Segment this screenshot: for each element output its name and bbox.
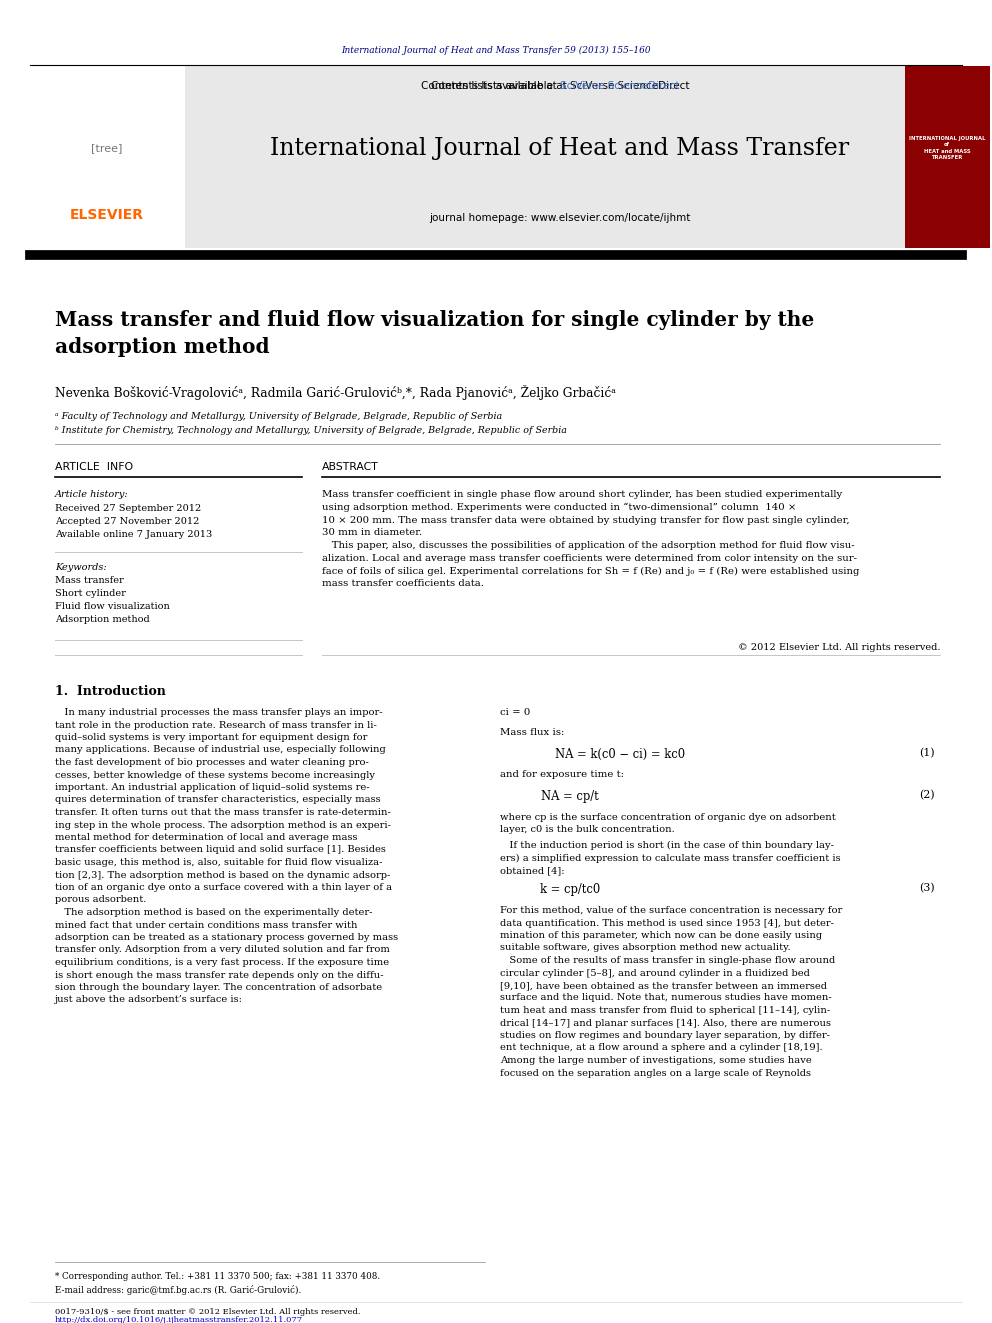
Text: ci = 0: ci = 0	[500, 708, 531, 717]
Text: Mass flux is:: Mass flux is:	[500, 728, 564, 737]
Text: If the induction period is short (in the case of thin boundary lay-
ers) a simpl: If the induction period is short (in the…	[500, 841, 840, 876]
Text: In many industrial processes the mass transfer plays an impor-
tant role in the : In many industrial processes the mass tr…	[55, 708, 398, 1004]
Text: Available online 7 January 2013: Available online 7 January 2013	[55, 531, 212, 538]
Text: Mass transfer and fluid flow visualization for single cylinder by the
adsorption: Mass transfer and fluid flow visualizati…	[55, 310, 814, 357]
Text: where cp is the surface concentration of organic dye on adsorbent
layer, c0 is t: where cp is the surface concentration of…	[500, 814, 835, 835]
Text: NA = cp/t: NA = cp/t	[541, 790, 599, 803]
Text: ABSTRACT: ABSTRACT	[322, 462, 379, 472]
Text: journal homepage: www.elsevier.com/locate/ijhmt: journal homepage: www.elsevier.com/locat…	[430, 213, 690, 224]
Text: Contents lists available at: Contents lists available at	[421, 81, 560, 91]
Text: * Corresponding author. Tel.: +381 11 3370 500; fax: +381 11 3370 408.: * Corresponding author. Tel.: +381 11 33…	[55, 1271, 380, 1281]
Text: Received 27 September 2012: Received 27 September 2012	[55, 504, 201, 513]
Text: ᵇ Institute for Chemistry, Technology and Metallurgy, University of Belgrade, Be: ᵇ Institute for Chemistry, Technology an…	[55, 426, 566, 435]
Text: Fluid flow visualization: Fluid flow visualization	[55, 602, 170, 611]
Text: © 2012 Elsevier Ltd. All rights reserved.: © 2012 Elsevier Ltd. All rights reserved…	[737, 643, 940, 652]
Text: Adsorption method: Adsorption method	[55, 615, 150, 624]
Text: (2): (2)	[920, 790, 935, 800]
Text: International Journal of Heat and Mass Transfer: International Journal of Heat and Mass T…	[271, 136, 849, 160]
Text: Mass transfer: Mass transfer	[55, 576, 124, 585]
Text: Article history:: Article history:	[55, 490, 129, 499]
Text: SciVerse ScienceDirect: SciVerse ScienceDirect	[560, 81, 680, 91]
Text: Mass transfer coefficient in single phase flow around short cylinder, has been s: Mass transfer coefficient in single phas…	[322, 490, 859, 589]
Text: Nevenka Bošković-Vragolovićᵃ, Radmila Garić-Grulovićᵇ,*, Rada Pjanovićᵃ, Željko : Nevenka Bošković-Vragolovićᵃ, Radmila Ga…	[55, 385, 616, 400]
Text: ᵃ Faculty of Technology and Metallurgy, University of Belgrade, Belgrade, Republ: ᵃ Faculty of Technology and Metallurgy, …	[55, 411, 502, 421]
Text: k = cp/tc0: k = cp/tc0	[540, 882, 600, 896]
Text: (1): (1)	[920, 747, 935, 758]
Text: E-mail address: garic@tmf.bg.ac.rs (R. Garić-Grulović).: E-mail address: garic@tmf.bg.ac.rs (R. G…	[55, 1285, 302, 1295]
Bar	[30, 66, 185, 247]
Text: Contents lists available at SciVerse ScienceDirect: Contents lists available at SciVerse Sci…	[431, 81, 689, 91]
Text: and for exposure time t:: and for exposure time t:	[500, 770, 624, 779]
Text: For this method, value of the surface concentration is necessary for
data quanti: For this method, value of the surface co…	[500, 906, 842, 1077]
Text: International Journal of Heat and Mass Transfer 59 (2013) 155–160: International Journal of Heat and Mass T…	[341, 45, 651, 54]
Text: (3): (3)	[920, 882, 935, 893]
Bar	[30, 66, 905, 247]
Bar	[905, 66, 990, 247]
Text: [tree]: [tree]	[91, 143, 123, 153]
Text: 1.  Introduction: 1. Introduction	[55, 685, 166, 699]
Text: Keywords:: Keywords:	[55, 564, 106, 572]
Text: ELSEVIER: ELSEVIER	[70, 208, 144, 222]
Text: 0017-9310/$ - see front matter © 2012 Elsevier Ltd. All rights reserved.: 0017-9310/$ - see front matter © 2012 El…	[55, 1308, 360, 1316]
Text: Accepted 27 November 2012: Accepted 27 November 2012	[55, 517, 199, 527]
Text: http://dx.doi.org/10.1016/j.ijheatmasstransfer.2012.11.077: http://dx.doi.org/10.1016/j.ijheatmasstr…	[55, 1316, 304, 1323]
Text: INTERNATIONAL JOURNAL
of
HEAT and MASS
TRANSFER: INTERNATIONAL JOURNAL of HEAT and MASS T…	[909, 136, 985, 160]
Text: ARTICLE  INFO: ARTICLE INFO	[55, 462, 133, 472]
Text: Short cylinder: Short cylinder	[55, 589, 126, 598]
Text: NA = k(c0 − ci) = kc0: NA = k(c0 − ci) = kc0	[555, 747, 685, 761]
